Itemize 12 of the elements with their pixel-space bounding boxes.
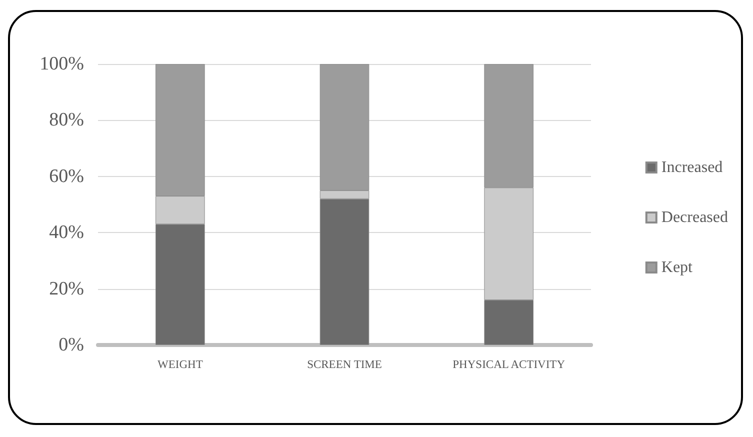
y-tick-label: 20% xyxy=(49,278,84,300)
x-tick-label: WEIGHT xyxy=(157,359,203,371)
x-tick-label: PHYSICAL ACTIVITY xyxy=(452,359,566,371)
legend-label: Increased xyxy=(661,159,723,176)
x-tick-label: SCREEN TIME xyxy=(307,359,382,371)
y-tick-label: 80% xyxy=(49,110,84,131)
legend-label: Kept xyxy=(661,259,694,276)
y-tick-label: 40% xyxy=(49,222,84,244)
y-tick-label: 60% xyxy=(49,166,84,187)
legend-label: Decreased xyxy=(661,209,728,226)
y-tick-label: 0% xyxy=(58,334,84,356)
y-tick-label: 100% xyxy=(40,54,84,74)
